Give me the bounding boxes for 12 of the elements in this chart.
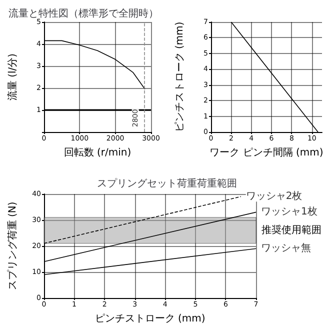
- x-axis-title: ピンチストローク (mm): [94, 314, 206, 324]
- series-label: ワッシャ2枚: [246, 190, 302, 202]
- band-label: 推奨使用範囲: [261, 224, 322, 236]
- chart-title: スプリングセット荷重荷重範囲: [97, 178, 237, 190]
- x-axis-title: ワーク ピンチ間隔 (mm): [210, 148, 324, 158]
- chart-title: 流量と特性図（標準形で全開時）: [8, 8, 158, 20]
- series-label: ワッシャ無: [261, 242, 311, 254]
- series-label: ワッシャ1枚: [261, 206, 318, 218]
- y-axis-title: スプリング荷重 (N): [6, 202, 18, 290]
- y-axis-title: ピンチストローク (mm): [174, 22, 186, 132]
- y-axis-title: 流量 (l/分): [6, 53, 18, 101]
- x-axis-title: 回転数 (r/min): [64, 148, 132, 158]
